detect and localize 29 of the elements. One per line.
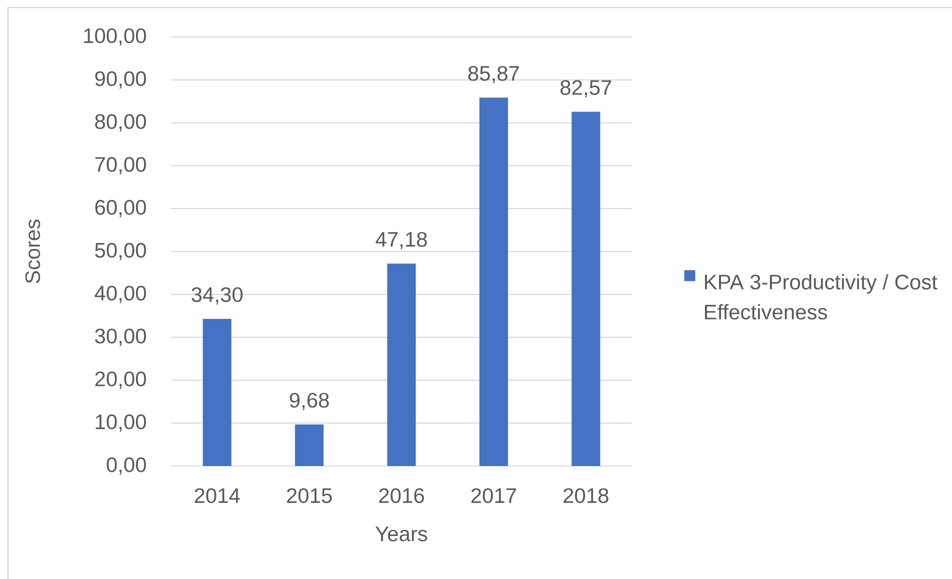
y-tick-label: 100,00 [84, 28, 146, 46]
y-tick-label: 30,00 [95, 328, 146, 346]
y-tick-label: 60,00 [95, 200, 146, 218]
y-axis-title: Scores [25, 220, 40, 284]
legend-label: KPA 3-Productivity / Cost Effectiveness [705, 274, 938, 320]
data-label: 82,57 [560, 80, 612, 98]
y-tick-label: 50,00 [95, 242, 146, 260]
data-label: 85,87 [468, 66, 519, 84]
x-tick-label: 2016 [379, 488, 424, 504]
y-tick-label: 10,00 [96, 414, 146, 432]
y-tick-label: 90,00 [95, 71, 146, 89]
y-tick-label: 70,00 [95, 157, 146, 174]
x-tick-label: 2014 [194, 488, 240, 504]
x-tick-label: 2017 [471, 488, 516, 504]
data-label: 34,30 [192, 287, 243, 305]
x-tick-label: 2015 [287, 488, 332, 504]
bar [295, 424, 324, 466]
bar [387, 264, 416, 466]
bar [479, 98, 508, 466]
y-tick-label: 40,00 [94, 286, 146, 304]
y-tick-label: 20,00 [95, 372, 146, 389]
bar [202, 318, 232, 466]
x-axis-title: Years [376, 526, 428, 542]
data-label: 9,68 [290, 392, 329, 410]
x-tick-label: 2018 [564, 488, 608, 504]
y-tick-label: 80,00 [95, 114, 146, 132]
bar [572, 112, 600, 466]
data-label: 47,18 [376, 232, 427, 250]
y-tick-label: 0,00 [106, 457, 146, 475]
